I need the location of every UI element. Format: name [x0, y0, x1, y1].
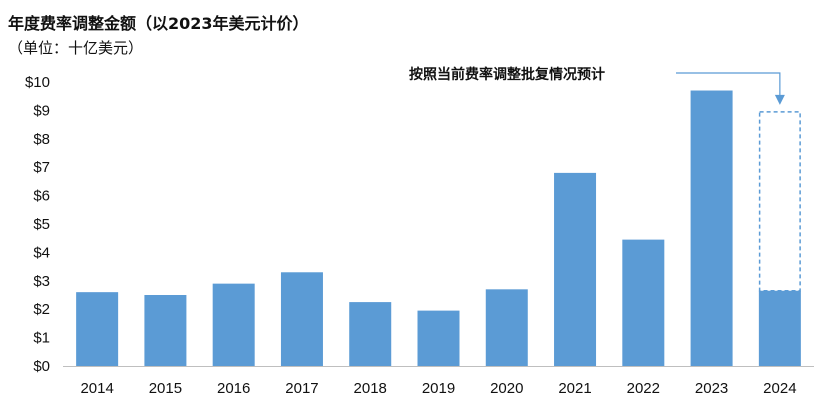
bar-2020: [485, 289, 528, 366]
chart-subtitle: （单位：十亿美元）: [8, 39, 144, 57]
bar-2019: [417, 310, 460, 366]
y-tick-label: $7: [33, 159, 50, 176]
bar-2023: [690, 90, 733, 367]
bar-2024: [758, 290, 801, 366]
x-tick-label: 2018: [354, 380, 387, 397]
annotation-arrow: [676, 72, 781, 97]
y-tick-label: $5: [33, 216, 50, 233]
x-tick-label: 2021: [558, 380, 591, 397]
projected-bar-2024: [758, 111, 801, 292]
x-axis-ticks: 2014 2015 2016 2017 2018 2019 2020 2021 2022 2023…: [80, 380, 796, 397]
y-axis-ticks: $0 $1 $2 $3 $4 $5 $6 $7 $8 $9 $10: [25, 74, 50, 375]
x-tick-label: 2015: [149, 380, 182, 397]
y-tick-label: $10: [25, 74, 50, 91]
y-tick-label: $4: [33, 244, 50, 261]
bar-2015: [144, 295, 187, 366]
x-tick-label: 2014: [80, 380, 113, 397]
x-tick-label: 2017: [285, 380, 318, 397]
y-tick-label: $8: [33, 131, 50, 148]
bar-2016: [212, 283, 255, 366]
y-tick-label: $1: [33, 330, 50, 347]
y-tick-label: $6: [33, 188, 50, 205]
y-tick-label: $2: [33, 301, 50, 318]
x-tick-label: 2022: [627, 380, 660, 397]
x-tick-label: 2016: [217, 380, 250, 397]
annotation-text: 按照当前费率调整批复情况预计: [409, 66, 605, 83]
bar-2017: [280, 272, 323, 366]
bar-2014: [76, 292, 119, 366]
chart-title: 年度费率调整金额（以2023年美元计价）: [8, 14, 309, 33]
y-tick-label: $9: [33, 102, 50, 119]
y-tick-label: $3: [33, 273, 50, 290]
bar-2018: [349, 302, 392, 366]
x-tick-label: 2020: [490, 380, 523, 397]
bar-2022: [622, 239, 665, 366]
y-tick-label: $0: [33, 358, 50, 375]
annotation-arrowhead: [774, 94, 785, 105]
x-tick-label: 2019: [422, 380, 455, 397]
bars-group: [76, 90, 801, 367]
bar-2021: [554, 172, 597, 366]
x-tick-label: 2024: [763, 380, 796, 397]
annotation-group: 按照当前费率调整批复情况预计: [409, 66, 785, 105]
x-tick-label: 2023: [695, 380, 728, 397]
